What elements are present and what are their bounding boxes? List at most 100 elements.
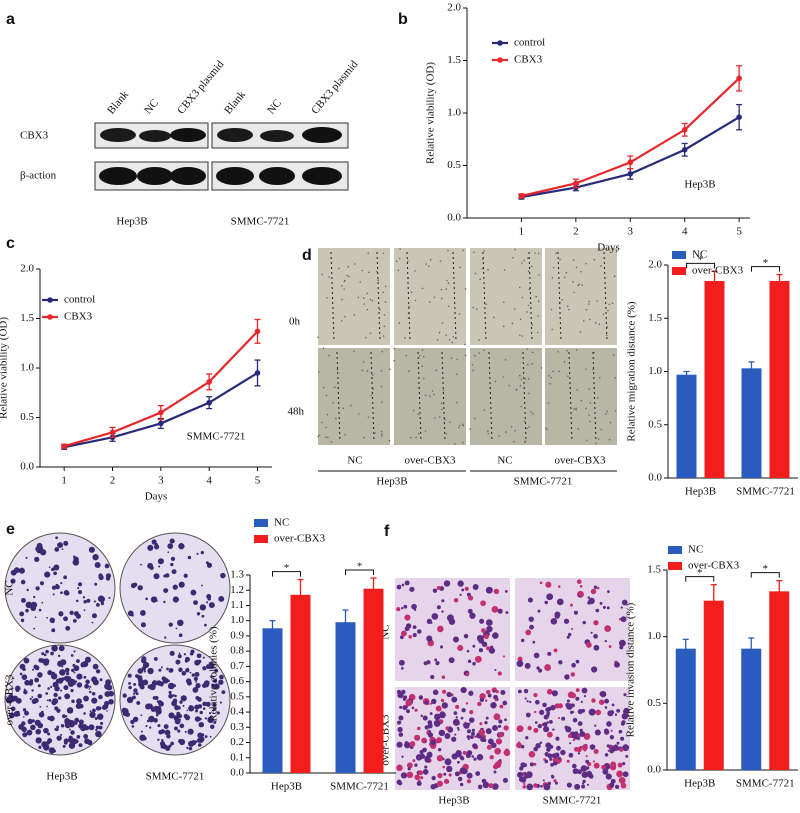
cell-dot [577,427,580,430]
cell-dot [521,262,523,264]
colony [57,542,64,549]
cell-dot [350,404,352,407]
invaded-cell [591,698,596,703]
cell-dot [552,266,555,269]
cell-dot [448,338,451,341]
micrograph [470,248,542,345]
cell-dot [374,432,377,434]
colony [201,683,207,688]
invaded-cell [585,759,590,764]
invaded-cell [520,744,525,749]
cell-dot [580,399,583,402]
invaded-cell [524,697,527,700]
invaded-cell [567,632,572,637]
colony [141,656,147,662]
colony [178,667,183,672]
invaded-cell [595,709,602,716]
invaded-cell [605,764,608,767]
colony [22,708,27,712]
y-tick-label: 0.5 [20,411,34,423]
cell-dot [322,386,325,389]
cell-dot [519,334,521,336]
colony [95,730,102,738]
colony [190,589,197,596]
colony [56,725,60,729]
invaded-cell [452,636,460,643]
colony [208,712,212,715]
cell-dot [565,271,568,274]
cell-dot [585,407,587,410]
cell-dot [608,303,610,306]
cell-dot [405,354,408,357]
colony [19,672,23,676]
invaded-cell [539,709,545,715]
invaded-cell [576,579,582,585]
invaded-cell [467,608,473,614]
colony [164,636,167,639]
colony [178,738,183,744]
y-tick-label: 0.0 [648,472,662,484]
invaded-cell [431,613,439,620]
cell-dot [377,279,380,282]
invaded-cell [546,721,550,724]
invaded-cell [547,651,552,656]
cell-dot [388,439,391,442]
invaded-cell [478,648,483,653]
cell-dot [558,370,561,373]
colony [207,703,211,707]
invaded-cell [457,580,464,587]
invaded-cell [557,717,561,720]
invaded-cell [599,601,603,605]
invaded-cell [610,778,616,784]
point [736,114,742,120]
cell-dot [611,302,614,304]
invaded-cell [607,590,610,593]
colony [78,743,83,748]
colony [15,687,20,692]
cell-dot [326,413,329,416]
colony [88,688,91,690]
colony [64,715,68,718]
colony [169,713,172,716]
invaded-cell [569,603,573,607]
significance-label: * [284,562,290,574]
colony [76,698,83,705]
invaded-cell [614,713,618,716]
cell-dot [614,377,617,379]
invaded-cell [467,659,472,664]
invaded-cell [525,629,532,636]
cell-dot [587,303,590,305]
colony [23,688,26,691]
invaded-cell [412,633,417,638]
y-tick-label: 0.4 [230,706,244,718]
colony [204,623,207,627]
y-tick-label: 2.0 [447,2,461,14]
invaded-cell [539,581,543,585]
colony [95,725,100,730]
invaded-cell [498,732,504,738]
cell-dot [596,300,598,302]
invaded-cell [420,714,424,718]
colony [11,571,14,573]
invaded-cell [422,715,428,721]
invaded-cell [436,737,443,744]
invaded-cell [406,771,414,779]
cell-dot [380,370,383,372]
cell-dot [452,335,455,338]
colony [76,659,80,663]
colony [195,709,199,713]
cell-dot [575,408,577,411]
invaded-cell [483,634,489,640]
legend-swatch [672,251,686,259]
colony [197,743,202,747]
x-tick-label: SMMC-7721 [736,778,795,790]
lane-label: NC [265,97,284,116]
colony [163,600,166,604]
cell-dot [341,285,343,287]
invaded-cell [516,742,522,749]
cell-dot [357,296,360,299]
invaded-cell [456,726,460,730]
colony [43,728,46,731]
significance-bracket [686,262,715,269]
colony [46,616,48,619]
